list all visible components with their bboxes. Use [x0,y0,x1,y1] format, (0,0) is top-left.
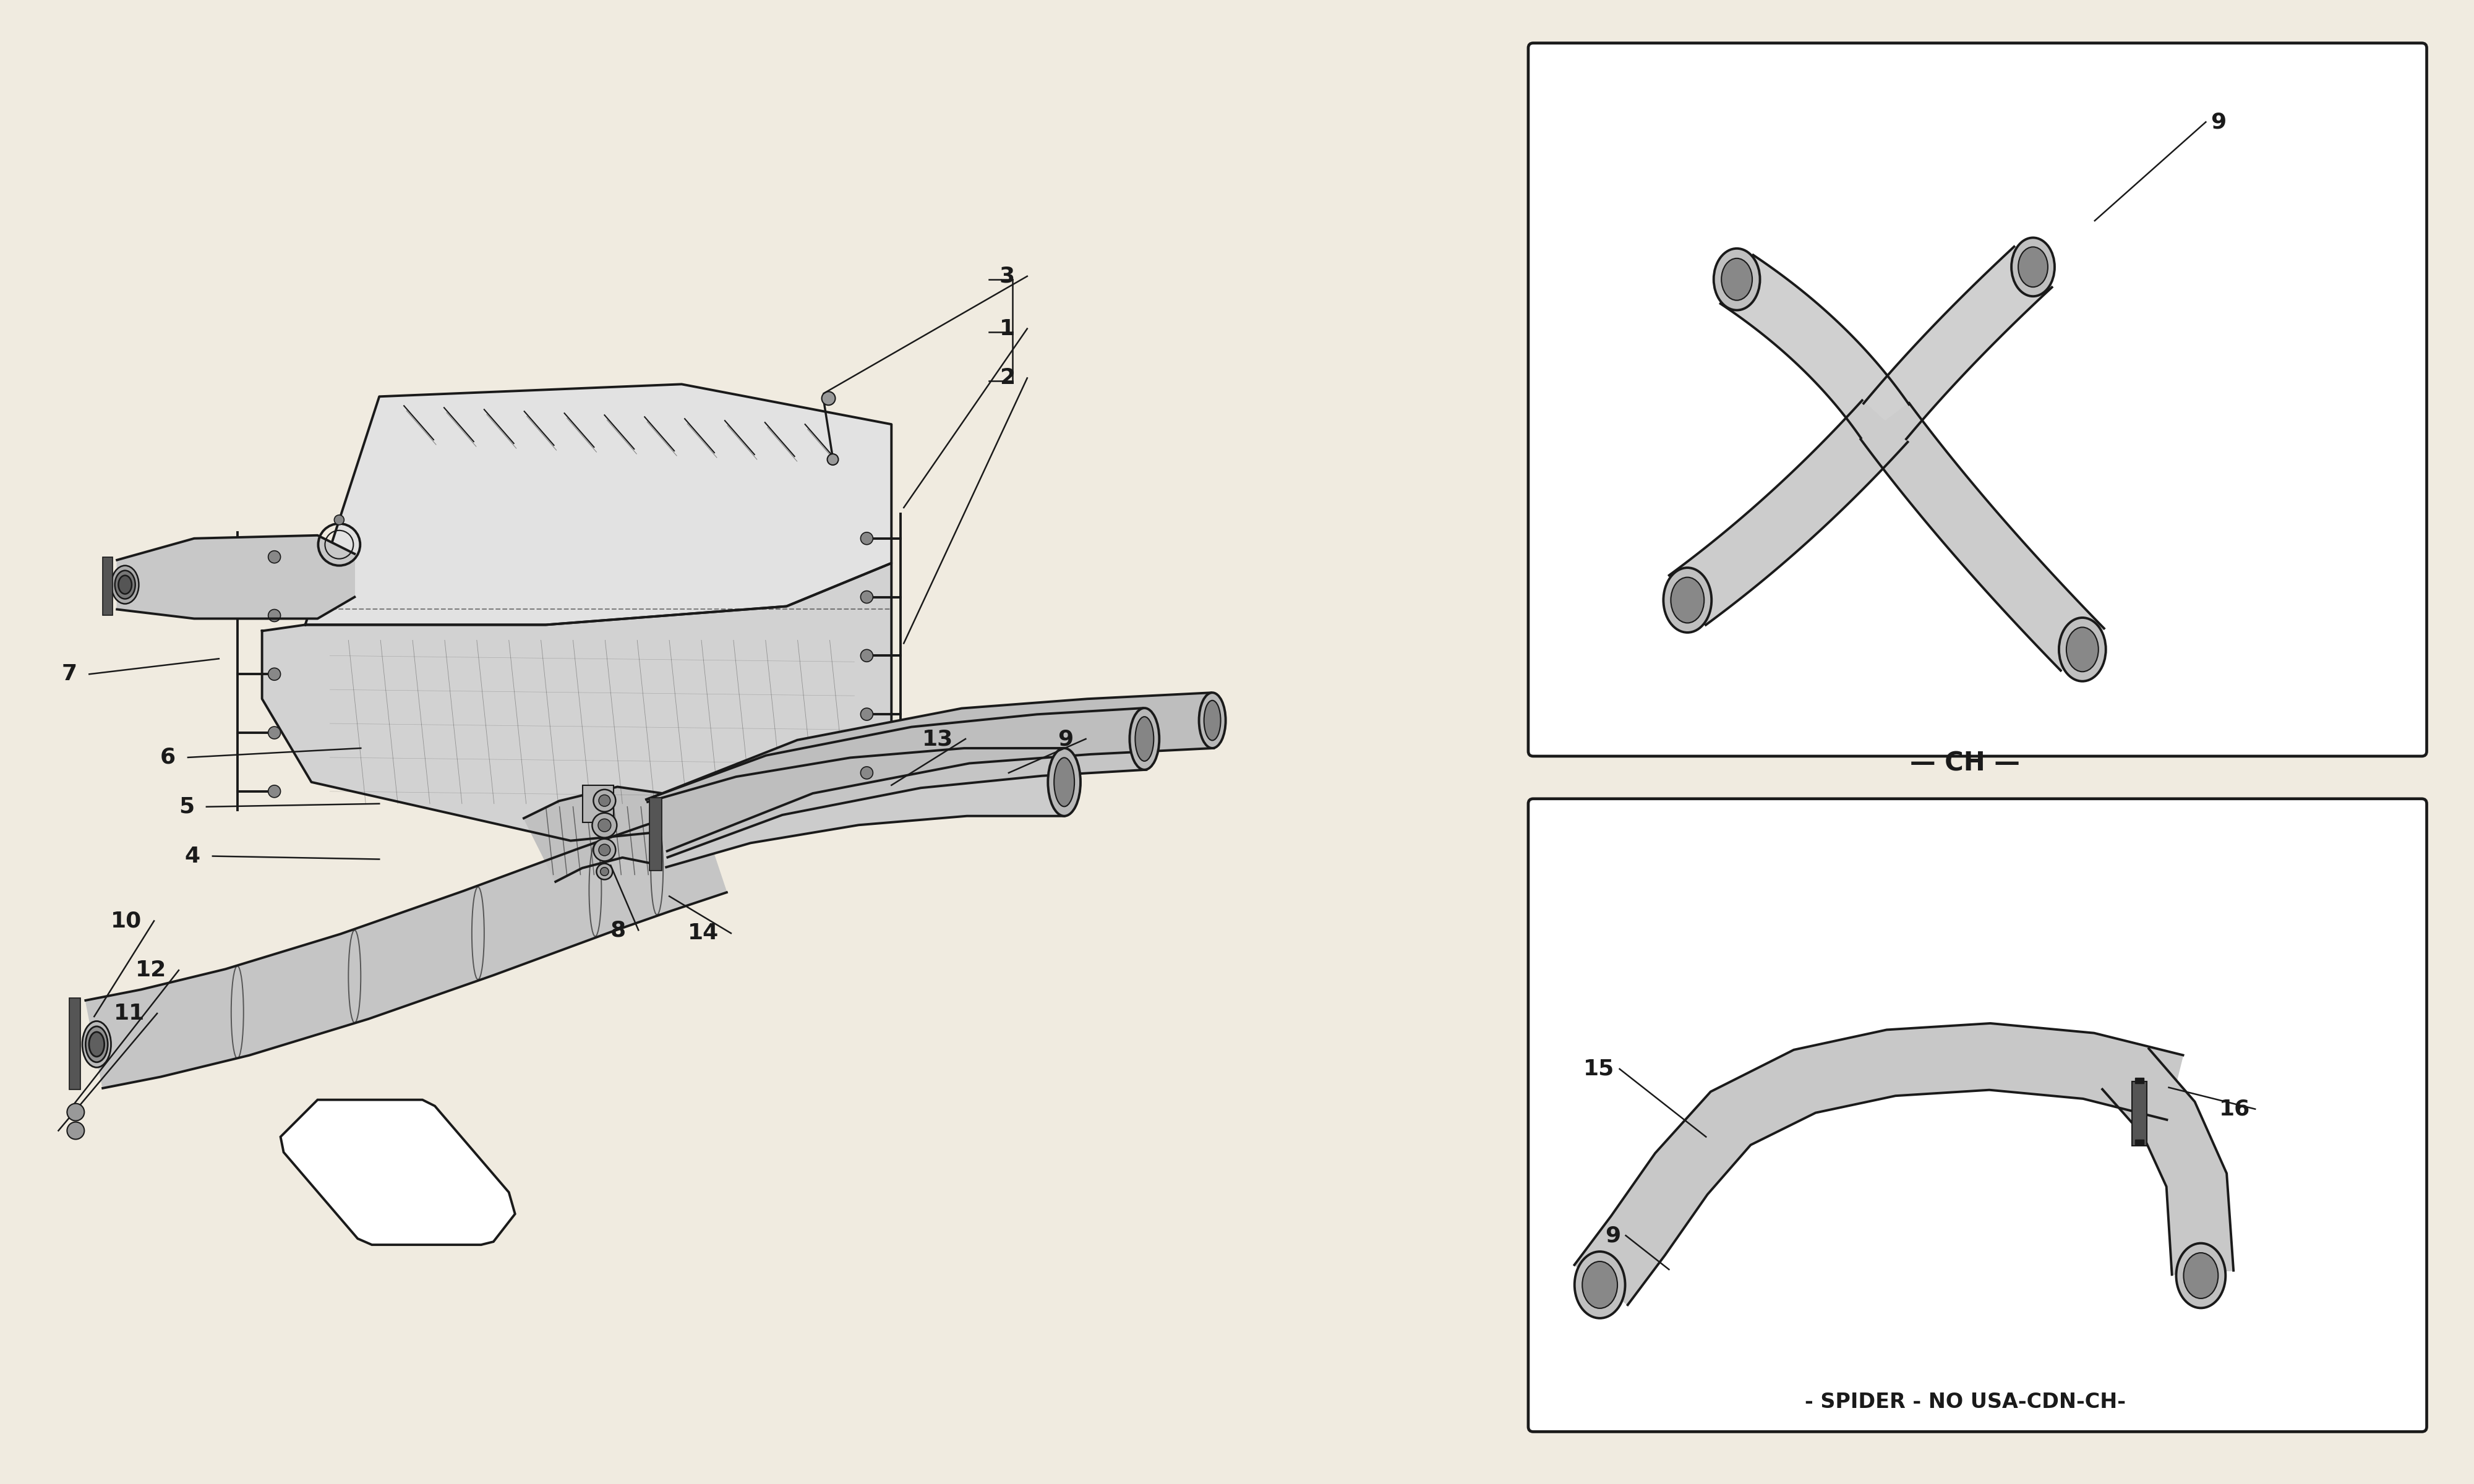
Polygon shape [524,787,663,881]
Circle shape [267,785,280,797]
Circle shape [594,789,616,812]
Text: 5: 5 [178,797,193,818]
Text: - SPIDER - NO USA-CDN-CH-: - SPIDER - NO USA-CDN-CH- [1804,1392,2125,1413]
Text: 3: 3 [999,266,1014,286]
Ellipse shape [2185,1252,2219,1298]
Circle shape [67,1104,84,1120]
Ellipse shape [114,570,136,600]
Text: — CH —: — CH — [1910,751,2021,776]
Ellipse shape [2177,1244,2227,1307]
Polygon shape [2103,1049,2234,1275]
Polygon shape [1670,401,1907,625]
Circle shape [821,392,836,405]
Ellipse shape [2058,617,2105,681]
Ellipse shape [1200,693,1225,748]
Circle shape [591,813,616,837]
Text: 13: 13 [923,729,952,749]
Circle shape [267,727,280,739]
Polygon shape [1719,255,1910,438]
Text: 9: 9 [1606,1224,1620,1247]
Bar [651,797,663,870]
Ellipse shape [1573,1251,1625,1318]
Ellipse shape [119,576,131,594]
Ellipse shape [1205,700,1220,741]
Ellipse shape [89,1031,104,1057]
Circle shape [267,668,280,680]
Circle shape [861,591,873,603]
Circle shape [601,867,609,876]
Text: 9: 9 [1059,729,1074,749]
Text: 2: 2 [999,368,1014,389]
Ellipse shape [2019,246,2048,286]
Text: 6: 6 [161,746,176,767]
Polygon shape [87,807,727,1088]
Ellipse shape [82,1021,111,1067]
Polygon shape [1863,246,2051,439]
FancyBboxPatch shape [1529,43,2427,757]
Ellipse shape [2011,237,2053,297]
Bar [2133,1082,2147,1146]
Ellipse shape [1131,708,1160,770]
Polygon shape [304,384,891,625]
Text: 7: 7 [62,663,77,684]
Bar [2135,1140,2142,1144]
Ellipse shape [1714,248,1759,310]
Polygon shape [648,748,1064,867]
Ellipse shape [87,1027,109,1063]
Circle shape [861,533,873,545]
Circle shape [267,610,280,622]
Ellipse shape [111,565,139,604]
Circle shape [267,551,280,562]
Polygon shape [1573,1024,2182,1304]
Bar [69,999,82,1089]
FancyBboxPatch shape [1529,798,2427,1432]
Polygon shape [1860,404,2103,671]
Text: 10: 10 [111,910,141,932]
Text: 11: 11 [114,1003,146,1024]
Text: 16: 16 [2219,1098,2251,1119]
Bar [2135,1077,2142,1083]
Polygon shape [116,536,354,619]
Circle shape [67,1122,84,1140]
Polygon shape [646,708,1145,858]
Ellipse shape [1136,717,1153,761]
Ellipse shape [1054,758,1074,806]
Circle shape [861,767,873,779]
Polygon shape [280,1100,515,1245]
Text: 1: 1 [999,318,1014,340]
Circle shape [861,650,873,662]
Polygon shape [646,693,1215,852]
Polygon shape [262,562,891,841]
Circle shape [334,515,344,525]
Circle shape [599,844,611,856]
Circle shape [594,838,616,861]
Text: 8: 8 [611,920,626,941]
Text: 14: 14 [688,923,717,944]
Ellipse shape [1663,568,1712,632]
Ellipse shape [1722,258,1752,300]
Ellipse shape [1049,748,1081,816]
Text: 4: 4 [186,846,200,867]
Bar [584,785,614,822]
Text: 15: 15 [1583,1058,1616,1079]
Ellipse shape [1670,577,1705,623]
Text: 9: 9 [2212,111,2227,132]
Circle shape [599,819,611,831]
Circle shape [599,795,611,806]
Circle shape [596,864,614,880]
Text: 12: 12 [136,960,166,981]
Circle shape [826,454,839,464]
Ellipse shape [1583,1261,1618,1309]
Bar [104,556,114,616]
Ellipse shape [2066,628,2098,672]
Circle shape [861,708,873,720]
